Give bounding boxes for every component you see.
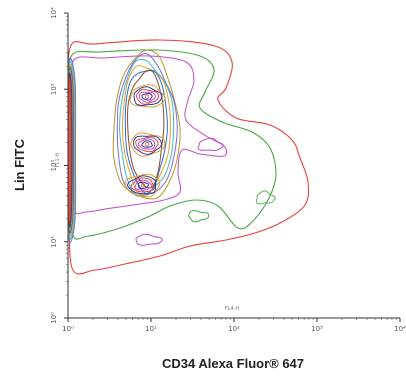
contour-line [69, 49, 277, 240]
contour-line [187, 209, 210, 223]
contour-line [137, 138, 156, 150]
contour-line [127, 69, 165, 189]
contour-line [112, 49, 181, 200]
y-axis-ticks: 10⁰ 10¹ 10² 10³ 10⁴ [50, 7, 68, 324]
x-tick-label: 10¹ [145, 325, 157, 333]
contour-lines [67, 39, 310, 275]
contour-line [67, 39, 310, 275]
contour-line [68, 78, 72, 222]
contour-line [116, 52, 178, 196]
x-axis-title: CD34 Alexa Fluor® 647 [162, 356, 304, 371]
contour-line [141, 140, 153, 148]
population-peak [145, 94, 150, 99]
y-tick-label: 10¹ [50, 236, 58, 248]
contour-line [119, 58, 175, 197]
contour-line [129, 84, 166, 108]
x-tick-label: 10³ [311, 325, 323, 333]
x-tick-label: 10² [228, 325, 240, 333]
contour-line [256, 190, 276, 205]
contour-line [135, 136, 159, 153]
x-inner-label: FL4-H [225, 306, 240, 312]
plot-frame [67, 13, 400, 319]
y-tick-label: 10⁴ [50, 7, 58, 19]
contour-line [133, 135, 163, 155]
population-peak [145, 142, 150, 147]
contour-line [135, 233, 163, 246]
y-inner-label: FL1-H [55, 153, 61, 168]
contour-line [130, 132, 166, 157]
contour-line [127, 175, 157, 195]
y-tick-label: 10⁰ [50, 312, 58, 324]
contour-line [137, 181, 150, 190]
population-peak [140, 183, 146, 188]
y-tick-label: 10³ [50, 83, 58, 95]
contour-line [124, 69, 168, 194]
x-tick-label: 10⁰ [62, 325, 74, 333]
contour-line [124, 173, 161, 198]
contour-line [133, 86, 163, 107]
y-axis-title: Lin FITC [12, 138, 27, 191]
contour-line [197, 137, 224, 152]
x-tick-label: 10⁴ [394, 325, 406, 333]
contour-line [135, 88, 160, 105]
contour-line [134, 179, 153, 191]
y-tick-label: 10² [50, 159, 58, 171]
contour-line [138, 91, 156, 103]
x-axis-ticks: 10⁰ 10¹ 10² 10³ 10⁴ [62, 318, 406, 333]
contour-line [70, 55, 228, 215]
contour-line [141, 92, 153, 101]
contour-line [130, 177, 155, 193]
